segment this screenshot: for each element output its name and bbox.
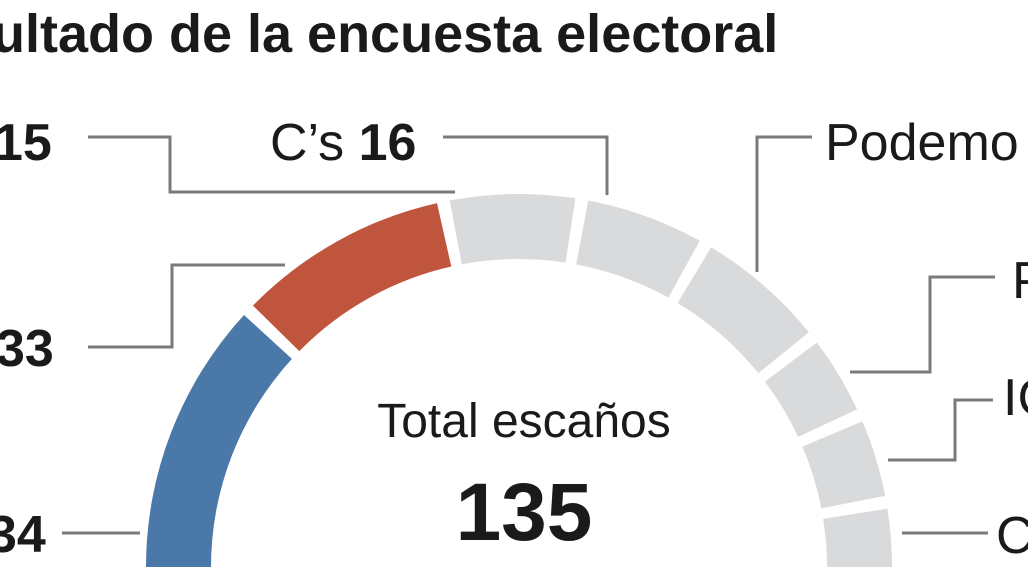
leader-line-15	[88, 135, 455, 194]
label-cs-name: C’s	[270, 114, 344, 172]
label-value-15: 15	[0, 114, 52, 172]
chart-title: ultado de la encuesta electoral	[0, 4, 778, 64]
arc-group	[146, 194, 893, 567]
leader-line-p	[850, 275, 995, 374]
arc-segment-5	[677, 247, 809, 374]
arc-segment-8	[823, 508, 893, 567]
arc-segment-2	[252, 203, 452, 352]
label-ic: IC	[1003, 369, 1028, 427]
label-p: P	[1012, 252, 1028, 310]
label-cs: C’s 16	[270, 114, 416, 172]
arc-segment-4	[576, 200, 700, 298]
label-podemos: Podemo	[825, 114, 1019, 172]
leader-line-cs	[443, 135, 609, 195]
label-value-34: 34	[0, 506, 46, 564]
arc-segment-3	[449, 194, 576, 265]
label-c: C	[996, 507, 1028, 565]
arc-segment-1	[146, 315, 292, 567]
arc-segment-6	[764, 342, 858, 437]
total-label: Total escaños	[377, 395, 671, 448]
leader-line-podemos	[755, 135, 812, 272]
label-cs-value: 16	[359, 114, 417, 172]
label-value-33: 33	[0, 320, 54, 378]
leader-line-33	[88, 263, 285, 349]
total-value: 135	[456, 467, 593, 558]
arc-segment-7	[802, 421, 886, 509]
leader-line-ic	[888, 398, 993, 462]
